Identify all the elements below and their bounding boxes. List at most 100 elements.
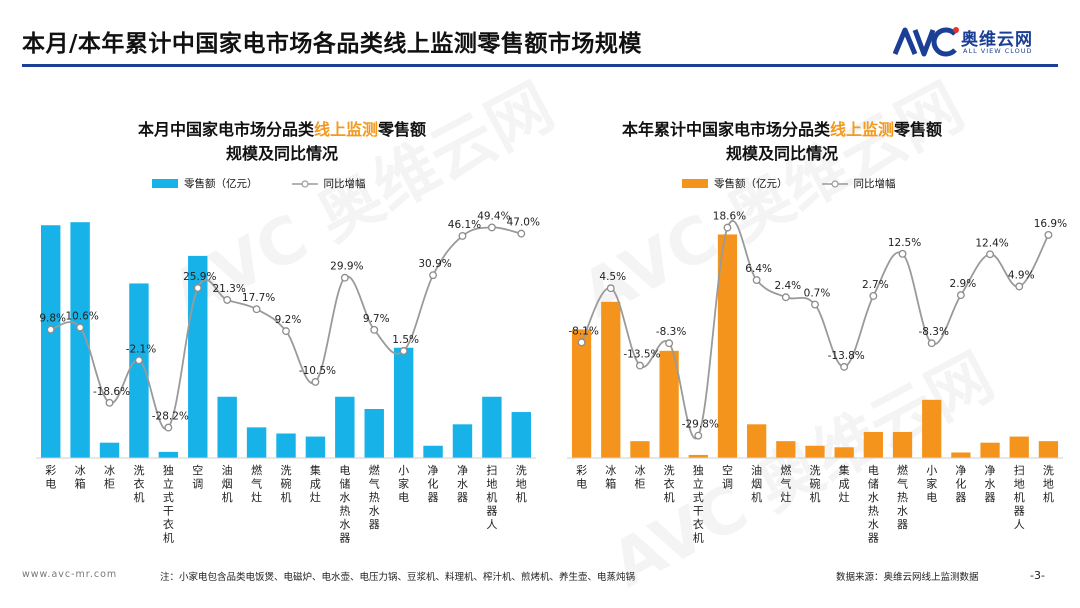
growth-label: 2.9%: [950, 278, 977, 290]
growth-point: [487, 223, 496, 232]
growth-label: -2.1%: [126, 343, 156, 355]
chart-title-ytd: 本年累计中国家电市场分品类线上监测零售额 规模及同比情况: [621, 120, 943, 163]
category-label: 彩电: [45, 464, 56, 491]
legend-bar-swatch: [152, 179, 178, 188]
bar-电储水热水器: [863, 431, 883, 458]
category-label: 净水器: [457, 463, 468, 504]
growth-point: [1015, 282, 1024, 291]
growth-point: [1044, 230, 1053, 239]
growth-point: [458, 232, 467, 240]
bar-洗地机: [1038, 441, 1059, 458]
category-label: 洗碗机: [810, 464, 821, 504]
legend-line-swatch: [821, 179, 848, 188]
category-label: 油烟机: [222, 463, 233, 504]
category-label: 空调: [192, 463, 203, 491]
growth-label: 12.4%: [975, 237, 1008, 249]
growth-label: -13.5%: [623, 349, 660, 361]
bar-净水器: [452, 424, 473, 458]
growth-label: -18.6%: [93, 386, 130, 398]
growth-point: [811, 300, 819, 309]
growth-point: [606, 284, 615, 293]
bar-彩电: [571, 329, 592, 458]
bar-冰柜: [99, 442, 120, 458]
bar-油烟机: [747, 424, 767, 458]
category-label: 冰箱: [75, 464, 86, 491]
growth-point: [635, 361, 644, 370]
growth-label: -29.8%: [682, 419, 719, 431]
legend-month: 零售额（亿元） 同比增幅: [152, 176, 366, 191]
chart-title-month: 本月中国家电市场分品类线上监测零售额 规模及同比情况: [137, 120, 427, 163]
category-label: 集成灶: [310, 463, 321, 504]
category-label: 冰柜: [104, 464, 115, 491]
bar-扫地机器人: [482, 396, 502, 458]
bar-净水器: [980, 442, 1000, 458]
growth-point: [370, 325, 379, 334]
growth-label: 4.5%: [599, 271, 626, 283]
category-label: 小家电: [926, 464, 937, 504]
growth-label: 12.5%: [888, 237, 921, 249]
growth-label: -8.3%: [656, 326, 686, 338]
legend-line-swatch: [291, 179, 318, 188]
category-label: 燃气热水器: [897, 463, 908, 531]
category-label: 燃气灶: [780, 463, 791, 504]
growth-point: [723, 223, 732, 232]
growth-label: 9.2%: [275, 314, 302, 326]
growth-point: [76, 323, 85, 332]
bar-独立式干衣机: [158, 451, 179, 458]
legend-bar-label: 零售额（亿元）: [184, 178, 258, 190]
growth-point: [340, 273, 349, 282]
growth-point: [399, 347, 408, 355]
bar-小家电: [922, 399, 942, 458]
growth-label: 30.9%: [418, 258, 451, 270]
category-label: 净水器: [985, 463, 996, 504]
growth-point: [840, 362, 849, 371]
bar-洗衣机: [129, 283, 149, 458]
bar-小家电: [393, 347, 414, 458]
category-label: 洗地机: [1043, 464, 1054, 504]
growth-point: [956, 291, 965, 300]
footer-source: 数据来源：奥维云网线上监测数据: [836, 572, 979, 583]
avc-logo-icon: [893, 27, 959, 57]
bar-冰箱: [601, 301, 621, 458]
bar-集成灶: [834, 447, 854, 458]
growth-label: 25.9%: [183, 271, 216, 283]
growth-point: [311, 377, 320, 386]
growth-point: [164, 423, 173, 432]
growth-label: 47.0%: [507, 217, 540, 229]
category-label: 燃气热水器: [369, 463, 380, 531]
footer-note: 注：小家电包含品类电饭煲、电磁炉、电水壶、电压力锅、豆浆机、料理机、榨汁机、煎烤…: [160, 572, 636, 583]
growth-label: 17.7%: [242, 292, 275, 304]
growth-point: [517, 229, 526, 238]
category-label: 净化器: [955, 463, 966, 504]
category-label: 洗衣机: [664, 464, 675, 504]
footer-url[interactable]: www.avc-mr.com: [22, 569, 118, 580]
bar-洗碗机: [805, 445, 825, 458]
category-label: 燃气灶: [251, 463, 262, 504]
growth-label: -10.5%: [299, 365, 336, 377]
growth-label: 2.7%: [862, 279, 889, 291]
bar-独立式干衣机: [688, 454, 708, 458]
growth-label: 29.9%: [330, 261, 363, 273]
bar-电储水热水器: [335, 396, 355, 458]
legend-bar-label: 零售额（亿元）: [714, 178, 788, 190]
growth-label: -8.1%: [568, 325, 598, 337]
legend-line-label: 同比增幅: [323, 178, 366, 190]
category-label: 洗碗机: [281, 464, 292, 504]
bar-集成灶: [305, 436, 326, 458]
growth-label: -28.2%: [152, 411, 189, 423]
growth-point: [429, 271, 438, 280]
logo-text-en: ALL VIEW CLOUD: [963, 47, 1033, 55]
category-label: 洗衣机: [133, 464, 144, 504]
growth-point: [927, 339, 936, 348]
bar-燃气热水器: [892, 431, 913, 458]
growth-label: 46.1%: [448, 219, 481, 231]
category-label: 集成灶: [839, 463, 850, 504]
growth-label: 9.8%: [39, 313, 66, 325]
bar-燃气热水器: [364, 409, 384, 458]
growth-label: 49.4%: [477, 210, 510, 222]
header-divider: [22, 64, 1058, 67]
bar-洗碗机: [276, 433, 296, 458]
growth-label: 2.4%: [774, 280, 801, 292]
growth-label: 9.7%: [363, 313, 390, 325]
